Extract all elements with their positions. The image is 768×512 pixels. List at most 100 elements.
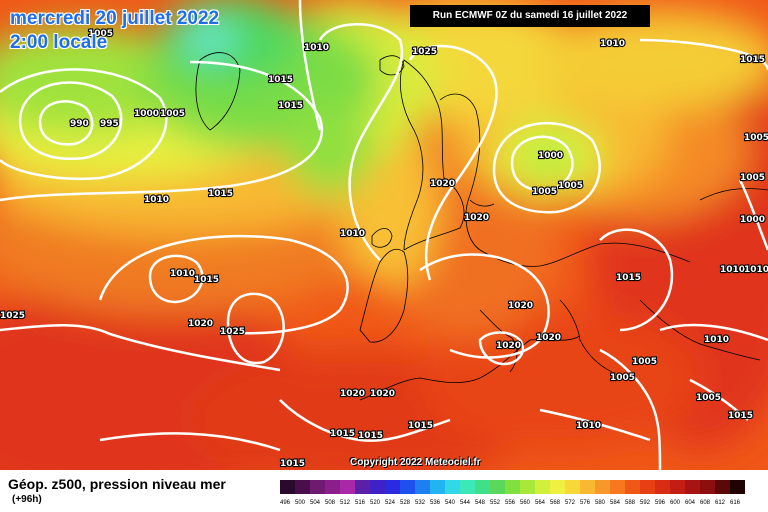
pressure-label: 1015	[358, 431, 383, 441]
legend-value: 528	[400, 500, 411, 506]
legend-swatch	[610, 480, 625, 494]
pressure-label: 1010	[704, 335, 729, 345]
legend-swatch	[595, 480, 610, 494]
legend-swatch	[340, 480, 355, 494]
legend-swatch	[490, 480, 505, 494]
pressure-label: 1015	[740, 55, 765, 65]
geopotential-field	[0, 0, 768, 470]
pressure-label: 1010	[170, 269, 195, 279]
pressure-label: 1010	[720, 265, 745, 275]
legend-value: 592	[640, 500, 651, 506]
pressure-label: 1005	[696, 393, 721, 403]
legend-value: 552	[490, 500, 501, 506]
pressure-label: 1025	[220, 327, 245, 337]
pressure-label: 1015	[194, 275, 219, 285]
pressure-label: 1005	[610, 373, 635, 383]
legend-swatch	[445, 480, 460, 494]
pressure-label: 1005	[558, 181, 583, 191]
map-canvas: 990 995 1000 1005 1005 1010 1010 1015 10…	[0, 0, 768, 470]
isobars	[0, 0, 768, 470]
pressure-label: 1015	[616, 273, 641, 283]
legend-swatch	[475, 480, 490, 494]
legend-value: 560	[520, 500, 531, 506]
pressure-label: 1010	[744, 265, 768, 275]
legend-swatch	[370, 480, 385, 494]
footer-title: Géop. z500, pression niveau mer	[8, 476, 226, 492]
pressure-label: 1020	[430, 179, 455, 189]
legend-value: 532	[415, 500, 426, 506]
pressure-label: 1005	[744, 133, 768, 143]
legend-swatch	[715, 480, 730, 494]
legend-value: 600	[670, 500, 681, 506]
legend-value: 576	[580, 500, 591, 506]
legend-value: 496	[280, 500, 291, 506]
pressure-label: 1025	[412, 47, 437, 57]
legend-value: 564	[535, 500, 546, 506]
pressure-label: 1005	[632, 357, 657, 367]
pressure-label: 1005	[160, 109, 185, 119]
color-legend	[280, 480, 745, 494]
legend-swatch	[505, 480, 520, 494]
legend-value: 596	[655, 500, 666, 506]
legend-swatch	[730, 480, 745, 494]
pressure-label: 1020	[536, 333, 561, 343]
pressure-label: 1005	[532, 187, 557, 197]
legend-swatch	[310, 480, 325, 494]
copyright-text: Copyright 2022 Meteociel.fr	[350, 457, 481, 468]
legend-value: 520	[370, 500, 381, 506]
pressure-label: 1015	[280, 459, 305, 469]
legend-value: 568	[550, 500, 561, 506]
legend-value: 572	[565, 500, 576, 506]
pressure-label: 1010	[600, 39, 625, 49]
forecast-date-title: mercredi 20 juillet 2022	[10, 8, 220, 29]
pressure-label: 1020	[508, 301, 533, 311]
pressure-label: 1020	[370, 389, 395, 399]
pressure-label: 1000	[740, 215, 765, 225]
legend-value: 508	[325, 500, 336, 506]
legend-value: 556	[505, 500, 516, 506]
legend-value: 504	[310, 500, 321, 506]
pressure-label: 1010	[576, 421, 601, 431]
legend-swatch	[580, 480, 595, 494]
legend-swatch	[400, 480, 415, 494]
legend-swatch	[550, 480, 565, 494]
legend-swatch	[625, 480, 640, 494]
legend-swatch	[655, 480, 670, 494]
legend-swatch	[565, 480, 580, 494]
legend-swatch	[295, 480, 310, 494]
pressure-label: 1020	[188, 319, 213, 329]
pressure-label: 990	[70, 119, 89, 129]
pressure-label: 1000	[538, 151, 563, 161]
legend-value: 524	[385, 500, 396, 506]
legend-swatch	[280, 480, 295, 494]
legend-swatch	[460, 480, 475, 494]
legend-swatch	[430, 480, 445, 494]
pressure-label: 1025	[0, 311, 25, 321]
coastlines	[195, 52, 768, 401]
map-footer: Géop. z500, pression niveau mer (+96h) 4…	[0, 470, 768, 512]
pressure-label: 1010	[340, 229, 365, 239]
legend-value: 516	[355, 500, 366, 506]
pressure-label: 1015	[728, 411, 753, 421]
forecast-hour-label: (+96h)	[12, 494, 42, 505]
legend-swatch	[535, 480, 550, 494]
legend-value: 536	[430, 500, 441, 506]
pressure-label: 1015	[208, 189, 233, 199]
pressure-label: 1010	[304, 43, 329, 53]
pressure-label: 1020	[496, 341, 521, 351]
legend-swatch	[415, 480, 430, 494]
model-run-label: Run ECMWF 0Z du samedi 16 juillet 2022	[410, 5, 650, 27]
pressure-label: 1005	[88, 29, 113, 39]
legend-value: 580	[595, 500, 606, 506]
pressure-label: 1020	[464, 213, 489, 223]
legend-value: 584	[610, 500, 621, 506]
pressure-label: 1000	[134, 109, 159, 119]
legend-swatch	[385, 480, 400, 494]
pressure-label: 1010	[144, 195, 169, 205]
legend-value: 500	[295, 500, 306, 506]
legend-swatch	[640, 480, 655, 494]
pressure-label: 1020	[340, 389, 365, 399]
legend-swatch	[355, 480, 370, 494]
pressure-label: 1005	[740, 173, 765, 183]
pressure-labels: 990 995 1000 1005 1005 1010 1010 1015 10…	[0, 28, 768, 470]
